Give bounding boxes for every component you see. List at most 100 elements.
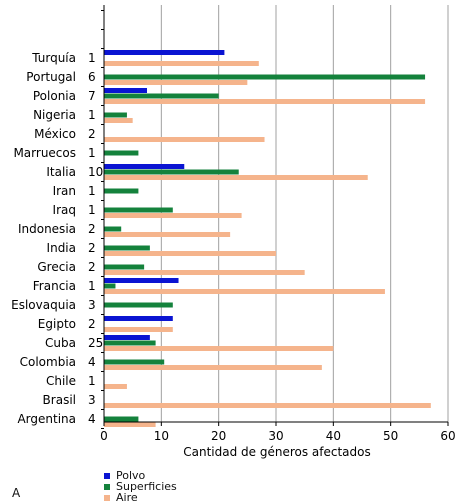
category-count: 10 [88, 165, 103, 179]
legend-swatch [104, 472, 110, 479]
x-tick-label: 10 [154, 429, 169, 443]
x-tick-label: 50 [383, 429, 398, 443]
bar-superficies-10 [104, 245, 150, 251]
bar-aire-9 [104, 232, 231, 237]
category-label: Turquía [31, 51, 76, 65]
category-label: Indonesia [18, 222, 76, 236]
legend-label: Superficies [116, 480, 177, 493]
category-count: 25 [88, 336, 103, 350]
category-count: 1 [88, 51, 96, 65]
bar-aire-6 [104, 175, 368, 180]
category-label: Egipto [38, 317, 76, 331]
bar-superficies-13 [104, 302, 173, 308]
category-count: 1 [88, 108, 96, 122]
bar-aire-12 [104, 289, 385, 294]
category-count: 7 [88, 89, 96, 103]
x-tick-label: 30 [268, 429, 283, 443]
x-tick-label: 0 [100, 429, 108, 443]
legend-item-superficies: Superficies [104, 481, 177, 492]
category-count: 1 [88, 279, 96, 293]
category-label: Eslovaquia [11, 298, 76, 312]
category-count: 4 [88, 412, 96, 426]
bar-polvo-14 [104, 316, 173, 321]
bar-polvo-0 [104, 50, 225, 55]
x-axis-title: Cantidad de géneros afectados [183, 445, 371, 459]
category-label: Marruecos [13, 146, 76, 160]
category-label: Brasil [43, 393, 76, 407]
x-tick-label: 40 [326, 429, 341, 443]
category-count: 1 [88, 203, 96, 217]
category-count: 2 [88, 127, 96, 141]
category-label: Francia [33, 279, 76, 293]
bar-aire-10 [104, 251, 276, 256]
bar-superficies-15 [104, 340, 156, 346]
bar-polvo-6 [104, 164, 185, 169]
bar-superficies-7 [104, 188, 139, 194]
axes [101, 5, 449, 429]
bar-polvo-15 [104, 335, 150, 340]
bar-aire-0 [104, 61, 259, 66]
bar-aire-15 [104, 346, 334, 351]
bar-polvo-12 [104, 278, 179, 283]
category-count: 2 [88, 222, 96, 236]
category-count: 1 [88, 146, 96, 160]
bar-aire-18 [104, 403, 431, 408]
legend-item-polvo: Polvo [104, 470, 177, 481]
category-label: Polonia [33, 89, 76, 103]
bars [104, 50, 431, 427]
category-label: Italia [46, 165, 76, 179]
category-label: Nigeria [33, 108, 76, 122]
bar-polvo-2 [104, 88, 147, 93]
bar-superficies-2 [104, 93, 219, 99]
category-count: 1 [88, 374, 96, 388]
bar-aire-2 [104, 99, 426, 104]
legend: Polvo Superficies Aire [104, 470, 177, 503]
category-label: Iraq [53, 203, 76, 217]
legend-swatch [104, 494, 110, 501]
bar-aire-3 [104, 118, 133, 123]
bar-aire-17 [104, 384, 127, 389]
bar-aire-4 [104, 137, 265, 142]
category-label: México [34, 127, 76, 141]
category-label: Portugal [26, 70, 76, 84]
category-count: 2 [88, 260, 96, 274]
category-label: Iran [53, 184, 76, 198]
category-label: Grecia [37, 260, 76, 274]
category-label: Colombia [20, 355, 76, 369]
bar-superficies-16 [104, 359, 165, 365]
category-label: India [47, 241, 76, 255]
bar-superficies-6 [104, 169, 239, 175]
panel-label: A [12, 486, 21, 500]
bar-superficies-11 [104, 264, 145, 270]
category-count: 6 [88, 70, 96, 84]
x-tick-label: 60 [440, 429, 455, 443]
bar-aire-11 [104, 270, 305, 275]
legend-item-aire: Aire [104, 492, 177, 503]
legend-swatch [104, 483, 110, 490]
bar-aire-19 [104, 422, 156, 427]
category-label: Cuba [45, 336, 76, 350]
bar-superficies-5 [104, 150, 139, 156]
bar-superficies-8 [104, 207, 173, 213]
x-tick-labels: 0 10 20 30 40 50 60 [100, 429, 455, 443]
bar-superficies-19 [104, 416, 139, 422]
bar-aire-8 [104, 213, 242, 218]
x-tick-label: 20 [211, 429, 226, 443]
legend-label: Aire [116, 491, 138, 504]
bar-superficies-3 [104, 112, 127, 118]
category-count: 3 [88, 298, 96, 312]
bar-aire-14 [104, 327, 173, 332]
category-label: Argentina [17, 412, 76, 426]
bar-aire-1 [104, 80, 248, 85]
bar-superficies-9 [104, 226, 122, 232]
category-count: 1 [88, 184, 96, 198]
category-label: Chile [46, 374, 76, 388]
category-count: 4 [88, 355, 96, 369]
category-count: 3 [88, 393, 96, 407]
bar-superficies-12 [104, 283, 116, 289]
category-count: 2 [88, 241, 96, 255]
bar-superficies-1 [104, 74, 426, 80]
legend-label: Polvo [116, 469, 146, 482]
category-labels: Turquía 1 Portugal 6 Polonia 7 Nigeria 1 México 2… [11, 51, 103, 426]
